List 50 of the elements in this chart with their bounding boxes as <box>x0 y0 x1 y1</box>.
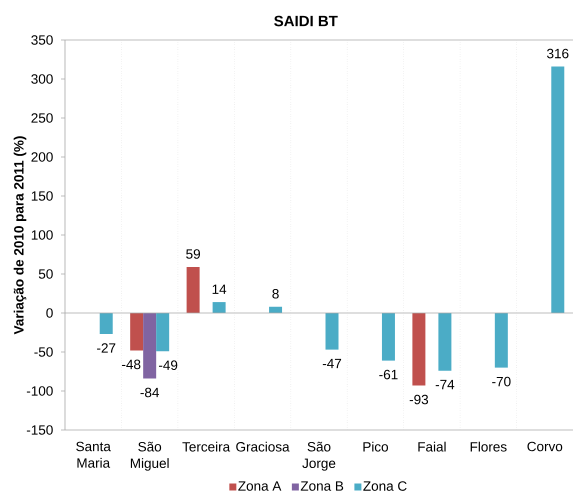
data-label: -61 <box>379 370 398 380</box>
x-tick-label: São Miguel <box>130 442 169 471</box>
y-tick-label: 100 <box>32 230 53 240</box>
y-tick-label: 0 <box>46 308 53 318</box>
y-tick-label: 200 <box>31 152 53 162</box>
x-tick-label: Flores <box>470 442 507 452</box>
bar <box>551 66 564 313</box>
bar <box>438 313 452 371</box>
legend-label: Zona C <box>363 481 407 491</box>
bar <box>494 313 508 368</box>
legend-label: Zona B <box>300 481 344 491</box>
data-label: 14 <box>212 284 226 294</box>
x-tick-label: Corvo <box>527 442 562 452</box>
data-label: -93 <box>410 394 428 404</box>
x-tick-label: Santa Maria <box>76 442 111 468</box>
y-tick-label: -100 <box>26 386 53 396</box>
bar <box>100 313 113 334</box>
data-label: 59 <box>186 249 200 259</box>
x-tick-label: Terceira <box>182 442 230 452</box>
data-label: -27 <box>97 343 116 353</box>
bar <box>212 302 226 313</box>
y-tick-label: -150 <box>26 425 53 435</box>
x-tick-label: Faial <box>418 442 446 452</box>
x-tick-label: Graciosa <box>236 442 290 452</box>
data-label: -49 <box>158 360 178 370</box>
data-label: -47 <box>322 358 342 368</box>
bar <box>382 313 395 361</box>
bar <box>143 313 156 379</box>
bar <box>326 313 339 350</box>
data-label: -70 <box>492 376 511 386</box>
chart-title: SAIDI BT <box>274 16 338 26</box>
bar <box>186 266 200 313</box>
data-label: -48 <box>122 360 140 370</box>
y-tick-label: 350 <box>31 35 53 45</box>
data-label: -84 <box>140 388 160 398</box>
x-tick-label: Pico <box>363 442 388 452</box>
legend-label: Zona A <box>238 481 282 491</box>
data-label: 8 <box>272 289 279 299</box>
x-tick-label: São Jorge <box>302 442 336 471</box>
y-tick-label: 150 <box>32 191 53 201</box>
y-tick-label: -50 <box>34 347 53 357</box>
y-tick-label: 250 <box>31 113 53 123</box>
y-axis-title: Variação de 2010 para 2011 (%) <box>14 136 26 334</box>
bar <box>156 313 170 352</box>
bar <box>412 313 426 386</box>
data-label: 316 <box>547 48 568 58</box>
y-tick-label: 300 <box>31 74 53 84</box>
y-tick-label: 50 <box>38 269 53 279</box>
bar <box>130 313 144 350</box>
data-label: -74 <box>436 380 454 390</box>
